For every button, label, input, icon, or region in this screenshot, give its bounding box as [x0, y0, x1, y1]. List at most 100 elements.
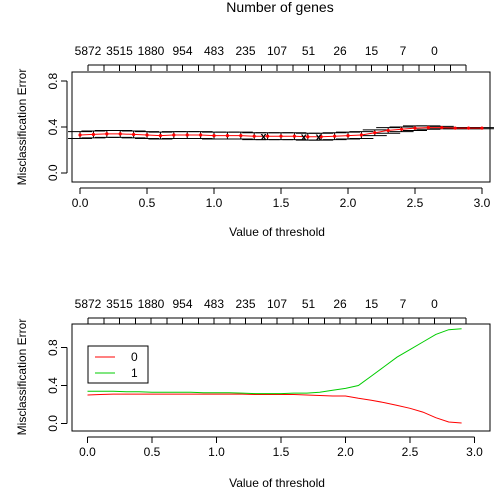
- cv-error-panel: 5872 3515 1880 954 483 235 107 51 26 15 7 0 0.0 0.5 1…: [15, 44, 494, 239]
- class-x-tick-label: 1.0: [208, 445, 225, 459]
- cv-x-tick-label: 2.5: [407, 196, 424, 210]
- legend-label-1: 1: [131, 366, 138, 380]
- cv-y-tick-label: 0.8: [46, 73, 60, 90]
- class-plot-frame: [71, 323, 491, 432]
- data-point: [199, 133, 203, 137]
- class-series-line-0: [87, 393, 462, 424]
- minimum-marker: x: [315, 132, 322, 144]
- data-point: [399, 127, 404, 131]
- cv-x-tick-label: 3.0: [474, 196, 491, 210]
- class-series: [87, 328, 462, 424]
- class-x-tick-label: 1.5: [273, 445, 290, 459]
- data-point: [319, 135, 323, 139]
- class-top-tick-label: 107: [267, 297, 287, 311]
- class-y-tick-label: 0.4: [46, 377, 60, 394]
- cv-top-tick-label: 954: [172, 44, 192, 58]
- cv-x-tick-label: 1.0: [206, 196, 223, 210]
- cv-top-tick-label: 15: [365, 44, 379, 58]
- cv-x-tick-label: 0.0: [72, 196, 89, 210]
- data-point: [480, 126, 484, 130]
- data-point: [225, 133, 230, 138]
- data-point: [105, 132, 109, 136]
- data-point: [292, 134, 296, 138]
- cv-top-tick-label: 7: [400, 44, 407, 58]
- cv-y-tick-label: 0.4: [46, 118, 60, 135]
- cv-top-tick-label: 0: [431, 44, 438, 58]
- class-top-tick-label: 5872: [75, 297, 102, 311]
- data-point: [266, 134, 270, 138]
- cv-plot-frame: [71, 71, 491, 183]
- class-top-tick-label: 7: [400, 297, 407, 311]
- class-top-tick-label: 235: [235, 297, 255, 311]
- class-y-axis: 0.0 0.4 0.8: [46, 339, 68, 432]
- cv-top-tick-label: 483: [204, 44, 224, 58]
- data-point: [440, 125, 444, 130]
- cv-x-axis-label: Value of threshold: [229, 225, 325, 239]
- data-point: [413, 126, 417, 130]
- data-point: [145, 133, 149, 137]
- class-error-panel: 5872 3515 1880 954 483 235 107 51 26 15 7 0 0.0 0.5 1…: [15, 297, 491, 490]
- cv-x-tick-label: 0.5: [139, 196, 156, 210]
- legend-box: [87, 345, 149, 384]
- data-point: [332, 134, 337, 138]
- minimum-marker: x: [261, 131, 268, 143]
- page-title: Number of genes: [226, 0, 333, 15]
- data-point: [359, 133, 363, 137]
- cv-x-tick-label: 1.5: [273, 196, 290, 210]
- class-top-tick-label: 26: [333, 297, 347, 311]
- cv-top-tick-label: 107: [267, 44, 287, 58]
- legend-label-0: 0: [131, 350, 138, 364]
- class-y-axis-label: Misclassification Error: [15, 319, 29, 436]
- class-x-tick-label: 0.0: [79, 445, 96, 459]
- class-top-tick-label: 3515: [106, 297, 133, 311]
- cv-y-axis: 0.0 0.4 0.8: [46, 73, 68, 181]
- data-point: [172, 133, 176, 137]
- data-point: [306, 135, 310, 139]
- data-point: [386, 128, 390, 133]
- data-point: [212, 133, 216, 138]
- data-point: [239, 133, 243, 138]
- data-point: [466, 126, 471, 130]
- class-series-line-1: [87, 328, 462, 395]
- data-point: [373, 131, 377, 135]
- cv-top-tick-label: 3515: [106, 44, 133, 58]
- class-y-tick-label: 0.8: [46, 339, 60, 356]
- cv-top-tick-label: 51: [302, 44, 316, 58]
- class-top-tick-label: 51: [302, 297, 316, 311]
- data-point: [118, 132, 122, 136]
- class-top-tick-label: 483: [204, 297, 224, 311]
- cv-top-tick-label: 5872: [75, 44, 102, 58]
- class-top-tick-label: 1880: [138, 297, 165, 311]
- class-top-tick-label: 0: [431, 297, 438, 311]
- class-top-tick-label: 954: [172, 297, 192, 311]
- class-x-axis-label: Value of threshold: [229, 476, 325, 490]
- cv-top-tick-label: 235: [235, 44, 255, 58]
- data-point: [346, 133, 350, 138]
- cv-top-tick-label: 26: [333, 44, 347, 58]
- data-point: [158, 133, 163, 138]
- data-point: [91, 132, 96, 137]
- cv-y-axis-label: Misclassification Error: [15, 69, 29, 186]
- cv-x-tick-label: 2.0: [340, 196, 357, 210]
- data-point: [426, 125, 430, 130]
- data-point: [252, 134, 256, 138]
- cv-y-tick-label: 0.0: [46, 164, 60, 181]
- data-point: [78, 133, 82, 137]
- class-y-tick-label: 0.0: [46, 415, 60, 432]
- cv-x-axis: 0.0 0.5 1.0 1.5 2.0 2.5 3.0: [72, 187, 491, 210]
- data-point: [279, 134, 283, 138]
- data-point: [185, 133, 189, 137]
- class-x-tick-label: 2.5: [402, 445, 419, 459]
- cv-top-tick-label: 1880: [138, 44, 165, 58]
- data-point: [132, 132, 136, 137]
- class-x-tick-label: 0.5: [144, 445, 161, 459]
- class-top-axis: 5872 3515 1880 954 483 235 107 51 26 15 7 0: [75, 297, 467, 324]
- class-x-axis: 0.0 0.5 1.0 1.5 2.0 2.5 3.0: [79, 436, 483, 459]
- minimum-marker: x: [301, 132, 308, 144]
- data-point: [453, 126, 457, 130]
- class-top-tick-label: 15: [365, 297, 379, 311]
- class-x-tick-label: 2.0: [337, 445, 354, 459]
- class-x-tick-label: 3.0: [466, 445, 483, 459]
